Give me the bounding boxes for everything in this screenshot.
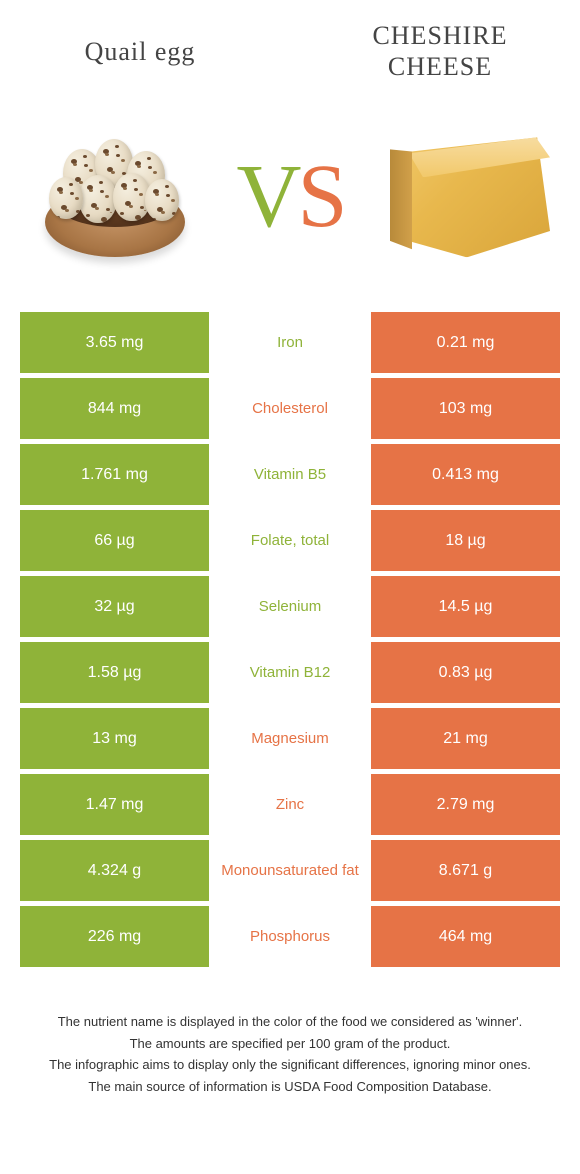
nutrient-label: Vitamin B12: [209, 642, 371, 703]
value-right: 8.671 g: [371, 840, 560, 901]
value-right: 18 µg: [371, 510, 560, 571]
value-right: 21 mg: [371, 708, 560, 769]
footer-line: The main source of information is USDA F…: [40, 1077, 540, 1097]
value-left: 1.47 mg: [20, 774, 209, 835]
comparison-table: 3.65 mgIron0.21 mg844 mgCholesterol103 m…: [20, 312, 560, 967]
footer-line: The amounts are specified per 100 gram o…: [40, 1034, 540, 1054]
infographic-container: Quail egg CHESHIRE CHEESE VS: [0, 0, 580, 1096]
table-row: 226 mgPhosphorus464 mg: [20, 906, 560, 967]
vs-label: VS: [236, 152, 343, 242]
value-right: 0.21 mg: [371, 312, 560, 373]
value-left: 32 µg: [20, 576, 209, 637]
value-left: 844 mg: [20, 378, 209, 439]
vs-s: S: [297, 147, 343, 246]
table-row: 13 mgMagnesium21 mg: [20, 708, 560, 769]
value-right: 14.5 µg: [371, 576, 560, 637]
value-left: 13 mg: [20, 708, 209, 769]
table-row: 66 µgFolate, total18 µg: [20, 510, 560, 571]
footer-line: The infographic aims to display only the…: [40, 1055, 540, 1075]
value-left: 1.761 mg: [20, 444, 209, 505]
footer-notes: The nutrient name is displayed in the co…: [20, 972, 560, 1096]
value-left: 226 mg: [20, 906, 209, 967]
value-right: 103 mg: [371, 378, 560, 439]
table-row: 844 mgCholesterol103 mg: [20, 378, 560, 439]
value-right: 2.79 mg: [371, 774, 560, 835]
hero-row: VS: [20, 92, 560, 312]
bowl-icon: [35, 127, 195, 267]
value-left: 1.58 µg: [20, 642, 209, 703]
nutrient-label: Selenium: [209, 576, 371, 637]
table-row: 32 µgSelenium14.5 µg: [20, 576, 560, 637]
table-row: 1.47 mgZinc2.79 mg: [20, 774, 560, 835]
title-right: CHESHIRE CHEESE: [340, 20, 540, 82]
value-left: 3.65 mg: [20, 312, 209, 373]
vs-v: V: [236, 147, 297, 246]
value-right: 0.83 µg: [371, 642, 560, 703]
title-left: Quail egg: [40, 36, 240, 67]
nutrient-label: Iron: [209, 312, 371, 373]
value-left: 66 µg: [20, 510, 209, 571]
nutrient-label: Zinc: [209, 774, 371, 835]
quail-egg-image: [30, 112, 200, 282]
table-row: 3.65 mgIron0.21 mg: [20, 312, 560, 373]
cheese-icon: [380, 122, 550, 272]
value-right: 464 mg: [371, 906, 560, 967]
table-row: 4.324 gMonounsaturated fat8.671 g: [20, 840, 560, 901]
nutrient-label: Cholesterol: [209, 378, 371, 439]
nutrient-label: Folate, total: [209, 510, 371, 571]
nutrient-label: Monounsaturated fat: [209, 840, 371, 901]
cheshire-cheese-image: [380, 112, 550, 282]
nutrient-label: Vitamin B5: [209, 444, 371, 505]
nutrient-label: Phosphorus: [209, 906, 371, 967]
value-left: 4.324 g: [20, 840, 209, 901]
table-row: 1.58 µgVitamin B120.83 µg: [20, 642, 560, 703]
footer-line: The nutrient name is displayed in the co…: [40, 1012, 540, 1032]
table-row: 1.761 mgVitamin B50.413 mg: [20, 444, 560, 505]
titles-row: Quail egg CHESHIRE CHEESE: [20, 20, 560, 92]
value-right: 0.413 mg: [371, 444, 560, 505]
nutrient-label: Magnesium: [209, 708, 371, 769]
